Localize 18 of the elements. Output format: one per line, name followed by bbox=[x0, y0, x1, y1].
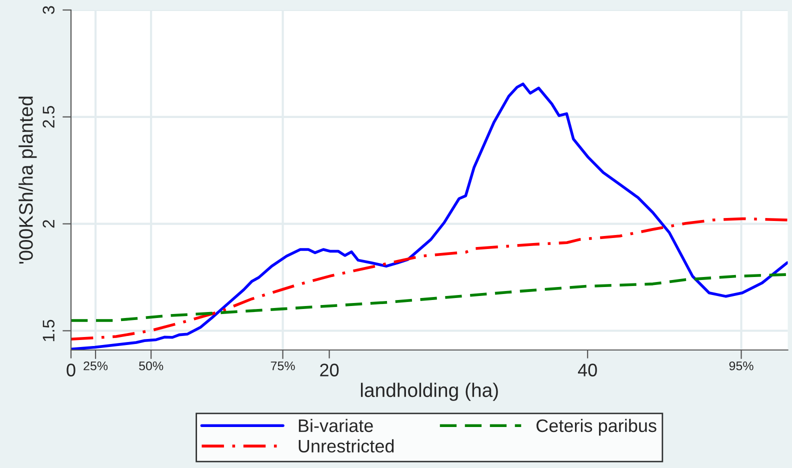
y-tick-label: 2 bbox=[42, 220, 54, 228]
legend-label: Unrestricted bbox=[298, 439, 394, 453]
legend-label: Ceteris paribus bbox=[536, 418, 656, 436]
y-tick-label: 2.5 bbox=[42, 106, 55, 128]
x-tick-label: 40 bbox=[578, 364, 597, 376]
x-axis-title: landholding (ha) bbox=[360, 382, 498, 401]
annotation: 75% bbox=[270, 361, 295, 370]
y-tick-label: 3 bbox=[42, 6, 55, 14]
annotation: 25% bbox=[84, 361, 108, 370]
annotation: 95% bbox=[729, 361, 754, 370]
legend-label: Bi-variate bbox=[298, 418, 373, 432]
line-series bbox=[71, 217, 788, 340]
line-series bbox=[71, 273, 788, 322]
y-axis-title: '000KSh/ha planted bbox=[18, 96, 37, 264]
x-tick-label: 0 bbox=[66, 364, 76, 376]
y-tick-label: 1.5 bbox=[42, 320, 55, 342]
annotation: 50% bbox=[139, 361, 164, 370]
x-tick-label: 20 bbox=[320, 364, 339, 376]
